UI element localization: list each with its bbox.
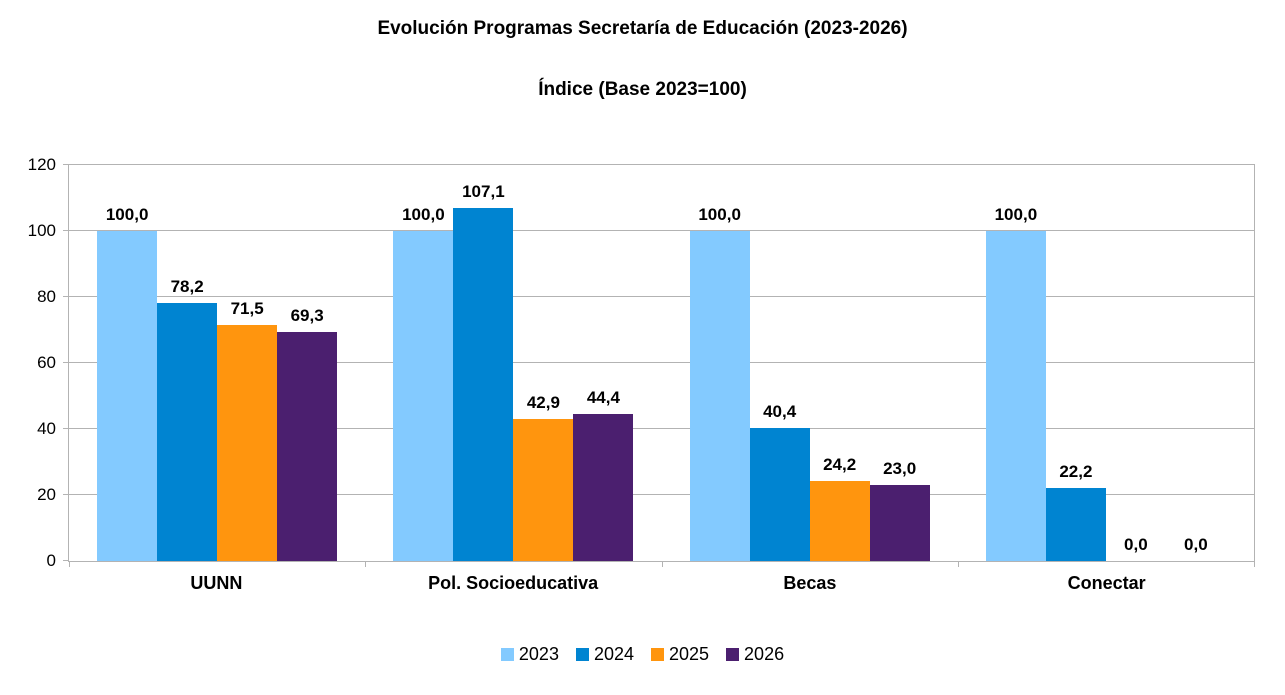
y-axis-tick — [63, 362, 69, 363]
bar-2025: 42,9 — [513, 393, 574, 561]
bar-group-uunn: 100,0 78,2 71,5 69,3 — [69, 165, 365, 561]
category-label: UUNN — [190, 573, 243, 593]
chart-title: Evolución Programas Secretaría de Educac… — [377, 18, 908, 39]
bar-group-pol-socioeducativa: 100,0 107,1 42,9 44,4 — [365, 165, 661, 561]
y-axis-tick-label: 20 — [37, 485, 56, 505]
x-axis-tick — [957, 561, 959, 567]
x-axis-tick — [661, 561, 663, 567]
legend-swatch — [726, 648, 740, 661]
y-axis-tick — [63, 230, 69, 231]
y-axis-tick-label: 60 — [37, 353, 56, 372]
bar-value-label: 100,0 — [402, 205, 445, 224]
bar-2024: 22,2 — [1045, 462, 1106, 561]
y-axis-tick-label: 80 — [37, 287, 56, 307]
bar-value-label: 40,4 — [763, 401, 797, 421]
legend-label: 2025 — [669, 644, 710, 664]
bar-2023: 100,0 — [97, 205, 158, 561]
bar-2023: 100,0 — [689, 205, 750, 561]
bar-2026: 44,4 — [573, 388, 634, 561]
legend-swatch — [651, 648, 664, 661]
y-axis-tick-label: 100 — [27, 221, 56, 240]
bar-value-label: 69,3 — [290, 306, 324, 326]
bar-2026: 69,3 — [277, 306, 338, 561]
legend: 2023 2024 2025 2026 — [0, 644, 1285, 665]
gridline — [69, 362, 1254, 363]
y-axis-tick — [63, 428, 69, 430]
bar-value-label: 100,0 — [994, 205, 1038, 224]
bar-value-label: 78,2 — [170, 276, 204, 296]
y-axis-tick-label: 40 — [37, 419, 56, 439]
bar-value-label: 24,2 — [823, 455, 857, 475]
legend-label: 2023 — [518, 644, 559, 664]
x-axis-tick — [1254, 561, 1255, 567]
bar-value-label: 100,0 — [105, 205, 149, 224]
bars-layer: 100,0 78,2 71,5 69,3 100,0 107,1 42,9 44,4 100,0… — [69, 165, 1254, 561]
x-axis-tick — [365, 561, 367, 567]
bar-value-label: 22,2 — [1059, 461, 1093, 481]
y-axis-tick — [63, 164, 69, 165]
bar-value-label: 107,1 — [462, 181, 505, 201]
legend-item-2026: 2026 — [726, 644, 784, 665]
plot-area: 0 20 40 60 80 100 120 100,0 78,2 71,5 69,3 100,0 10… — [28, 156, 1255, 570]
bar-2026: 23,0 — [869, 459, 930, 561]
category-label: Conectar — [1067, 573, 1146, 593]
gridline — [69, 494, 1254, 496]
legend-label: 2026 — [744, 644, 785, 664]
bar-2023: 100,0 — [985, 205, 1046, 561]
legend-item-2023: 2023 — [500, 644, 559, 665]
bar-value-label: 71,5 — [230, 299, 264, 319]
bar-group-conectar: 100,0 22,2 0,0 0,0 — [958, 165, 1254, 561]
bar-2024: 107,1 — [453, 182, 514, 561]
y-axis-tick — [63, 560, 69, 561]
category-label: Pol. Socioeducativa — [428, 573, 599, 593]
bar-value-label: 0,0 — [1184, 535, 1208, 554]
y-axis-tick — [63, 296, 69, 298]
bar-value-label: 23,0 — [883, 459, 917, 479]
legend-item-2025: 2025 — [651, 644, 709, 665]
y-axis-tick-label: 0 — [46, 551, 56, 570]
x-axis-tick — [69, 561, 70, 567]
bar-value-label: 42,9 — [526, 393, 560, 413]
bar-value-label: 0,0 — [1124, 535, 1148, 554]
legend-item-2024: 2024 — [575, 644, 634, 665]
gridline — [69, 428, 1254, 430]
category-label: Becas — [783, 573, 837, 593]
bar-2023: 100,0 — [393, 205, 454, 561]
bar-2024: 78,2 — [157, 277, 218, 561]
gridline — [69, 230, 1254, 231]
legend-label: 2024 — [593, 644, 634, 664]
bar-2025: 71,5 — [217, 299, 278, 561]
bar-value-label: 44,4 — [586, 388, 620, 408]
gridline — [69, 296, 1254, 298]
bar-2025: 24,2 — [809, 455, 870, 561]
bar-2024: 40,4 — [749, 402, 810, 561]
y-axis-tick-label: 120 — [27, 155, 56, 174]
y-axis-tick — [63, 494, 69, 496]
bar-group-becas: 100,0 40,4 24,2 23,0 — [662, 165, 958, 561]
chart-subtitle: Índice (Base 2023=100) — [538, 79, 747, 100]
legend-swatch — [500, 648, 514, 661]
legend-swatch — [575, 648, 589, 661]
bar-value-label: 100,0 — [698, 205, 741, 224]
x-axis-category-labels: UUNN Pol. Socioeducativa Becas Conectar — [68, 573, 1255, 594]
